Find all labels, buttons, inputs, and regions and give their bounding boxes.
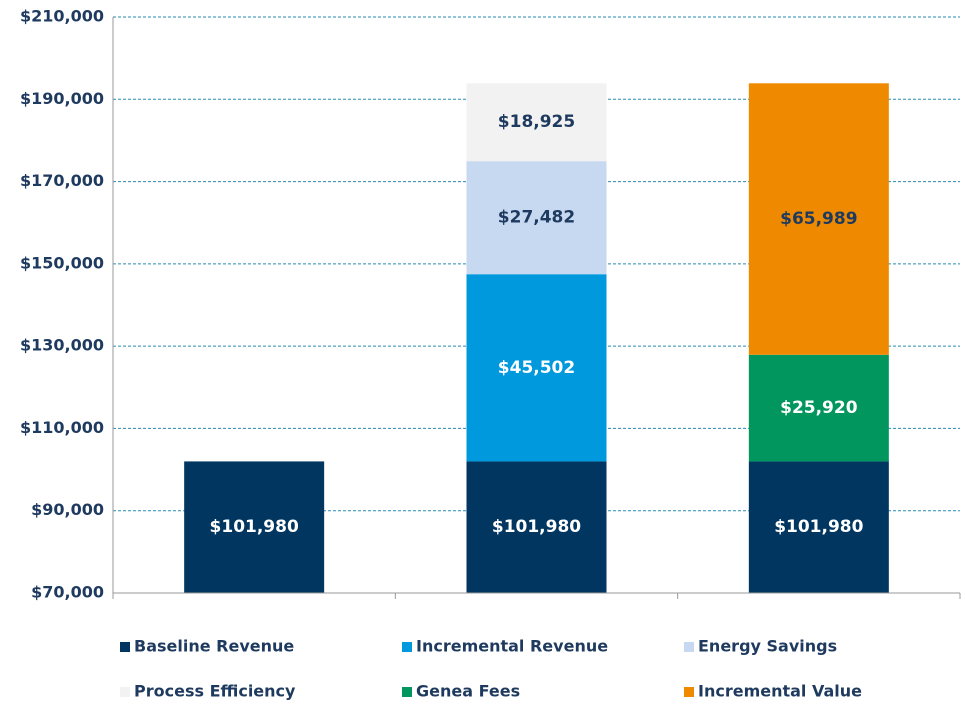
- legend-label: Incremental Value: [698, 682, 862, 701]
- y-tick-label: $90,000: [31, 500, 104, 519]
- legend-swatch: [402, 642, 412, 652]
- bar-segment: [184, 461, 325, 593]
- legend-swatch: [120, 642, 130, 652]
- bar-segment: [466, 161, 607, 275]
- y-tick-label: $210,000: [20, 7, 104, 26]
- legend-label: Process Efficiency: [134, 682, 296, 701]
- legend-swatch: [120, 687, 130, 697]
- legend-label: Baseline Revenue: [134, 637, 294, 656]
- legend-swatch: [684, 642, 694, 652]
- data-label: $27,482: [498, 208, 575, 228]
- y-tick-label: $150,000: [20, 253, 104, 272]
- y-tick-label: $70,000: [31, 583, 104, 602]
- data-label: $101,980: [210, 517, 299, 537]
- bar-segment: [466, 274, 607, 462]
- y-tick-label: $130,000: [20, 336, 104, 355]
- y-tick-label: $170,000: [20, 171, 104, 190]
- legend-label: Genea Fees: [416, 682, 520, 701]
- y-tick-label: $190,000: [20, 89, 104, 108]
- bar-segment: [748, 83, 889, 355]
- data-label: $25,920: [780, 398, 858, 418]
- bar-segment: [466, 83, 607, 162]
- bar-segment: [466, 461, 607, 593]
- data-label: $45,502: [498, 358, 575, 378]
- bar-segment: [748, 354, 889, 462]
- data-label: $101,980: [492, 517, 581, 537]
- legend-swatch: [684, 687, 694, 697]
- data-label: $18,925: [498, 112, 575, 132]
- legend-label: Energy Savings: [698, 637, 837, 656]
- data-label: $65,989: [780, 209, 857, 229]
- y-tick-label: $110,000: [20, 418, 104, 437]
- data-label: $101,980: [774, 517, 863, 537]
- legend-swatch: [402, 687, 412, 697]
- bar-segment: [748, 461, 889, 593]
- legend-label: Incremental Revenue: [416, 637, 608, 656]
